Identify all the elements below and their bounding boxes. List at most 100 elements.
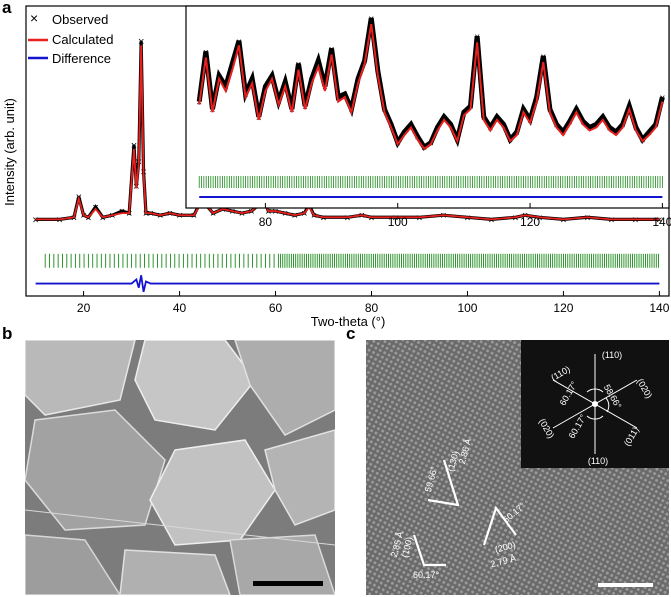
legend-calculated: Calculated — [52, 32, 113, 47]
xrd-chart: 20 40 60 80 100 120 140 Intensity (arb. unit) … — [2, 5, 671, 329]
x-tick-label: 80 — [365, 301, 379, 315]
inset-observed-point: × — [315, 57, 321, 68]
observed-point: × — [536, 212, 542, 224]
series-calculated — [35, 45, 660, 221]
inset-x-tick-label: 80 — [259, 215, 273, 229]
inset-observed-point: × — [329, 44, 335, 55]
scale-bar — [598, 583, 653, 587]
inset-series-calculated — [198, 23, 664, 151]
inset-observed-point: × — [448, 120, 454, 131]
observed-point: × — [220, 204, 226, 216]
scale-bar — [253, 581, 323, 586]
observed-point: × — [311, 210, 317, 222]
lattice-label: 60.17° — [413, 570, 440, 580]
observed-point: × — [368, 212, 374, 224]
y-axis-label: Intensity (arb. unit) — [2, 98, 17, 206]
fft-label: (110) — [588, 456, 608, 466]
inset-observed-point: × — [229, 60, 235, 71]
observed-point: × — [248, 206, 254, 218]
observed-point: × — [359, 210, 365, 222]
observed-point: × — [210, 208, 216, 220]
observed-point: × — [560, 214, 566, 226]
observed-point: × — [56, 214, 62, 226]
x-tick-label: 140 — [649, 301, 669, 315]
observed-point: × — [32, 214, 38, 226]
inset-observed-point: × — [461, 108, 467, 119]
x-tick-label: 40 — [173, 301, 187, 315]
observed-point: × — [608, 214, 614, 226]
inset-observed-point: × — [249, 75, 255, 86]
observed-point: × — [167, 208, 173, 220]
observed-point: × — [416, 212, 422, 224]
inset-observed-point: × — [203, 47, 209, 58]
x-tick-label: 100 — [457, 301, 477, 315]
inset-x-tick-label: 120 — [520, 215, 540, 229]
x-axis-ticks: 20 40 60 80 100 120 140 — [77, 291, 670, 315]
observed-point: × — [392, 212, 398, 224]
observed-point: × — [176, 210, 182, 222]
observed-point: × — [282, 208, 288, 220]
observed-point: × — [143, 208, 149, 220]
observed-point: × — [148, 208, 154, 220]
observed-point: × — [100, 212, 106, 224]
observed-point: × — [301, 208, 307, 220]
panel-label-c: c — [346, 324, 356, 343]
inset-reflection-ticks — [198, 176, 663, 198]
inset-observed-point: × — [236, 37, 242, 48]
observed-point: × — [131, 140, 137, 152]
observed-point: × — [320, 212, 326, 224]
inset-observed-point: × — [501, 120, 507, 131]
inset-x-tick-label: 140 — [652, 215, 671, 229]
observed-point: × — [632, 214, 638, 226]
observed-point: × — [138, 36, 144, 48]
observed-point: × — [191, 210, 197, 222]
observed-point: × — [229, 206, 235, 218]
inset-x-tick-label: 100 — [388, 215, 408, 229]
x-axis-label: Two-theta (°) — [311, 314, 386, 329]
observed-point: × — [272, 206, 278, 218]
hrtem-image: (110) (110) (020) (020) (110) (011) 60.17° 58.6… — [366, 340, 669, 595]
inset-observed-point: × — [474, 32, 480, 43]
observed-point: × — [109, 210, 115, 222]
observed-point: × — [522, 210, 528, 222]
observed-point: × — [512, 212, 518, 224]
observed-point: × — [119, 206, 125, 218]
observed-point: × — [488, 214, 494, 226]
observed-point: × — [584, 212, 590, 224]
inset-observed-point: × — [309, 75, 315, 86]
x-tick-label: 20 — [77, 301, 91, 315]
legend-marker-observed: × — [30, 10, 38, 26]
observed-point: × — [85, 212, 91, 224]
inset-observed-point: × — [262, 82, 268, 93]
inset-observed-point: × — [368, 14, 374, 25]
observed-point: × — [291, 210, 297, 222]
inset-frame — [185, 5, 670, 209]
observed-point: × — [656, 214, 662, 226]
x-tick-label: 60 — [269, 301, 283, 315]
inset-observed-point: × — [296, 60, 302, 71]
observed-point: × — [80, 210, 86, 222]
reflection-ticks — [44, 253, 659, 268]
legend-observed: Observed — [52, 12, 108, 27]
panel-label-b: b — [2, 324, 13, 343]
observed-point: × — [265, 206, 271, 218]
inset-observed-point: × — [587, 123, 593, 134]
inset-x-axis-ticks: 80 100 120 140 — [259, 203, 671, 229]
inset-observed-point: × — [342, 90, 348, 101]
panel-label-a: a — [2, 0, 12, 17]
legend-difference: Difference — [52, 51, 111, 66]
inset-series: ×××××××××××××××××××××× ××××××××××××× ×××××… — [196, 14, 665, 154]
inset-observed-point: × — [494, 113, 500, 124]
series-difference — [35, 275, 660, 293]
legend: × Observed Calculated Difference — [28, 10, 113, 66]
observed-point: × — [464, 212, 470, 224]
observed-point: × — [126, 208, 132, 220]
x-tick-label: 120 — [553, 301, 573, 315]
observed-point: × — [239, 208, 245, 220]
observed-point: × — [440, 210, 446, 222]
observed-point: × — [71, 212, 77, 224]
inset-observed-point: × — [659, 93, 665, 104]
inset-observed-point: × — [441, 113, 447, 124]
sem-image — [25, 340, 335, 595]
fft-label: (110) — [602, 350, 622, 360]
